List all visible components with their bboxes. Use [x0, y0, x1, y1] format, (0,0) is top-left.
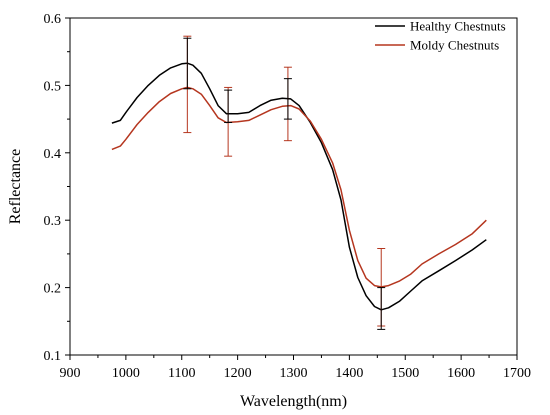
error-bar — [283, 78, 292, 120]
x-tick-label: 1300 — [280, 366, 308, 381]
y-axis-title: Reflectance — [7, 149, 24, 225]
y-tick-label: 0.3 — [44, 214, 62, 229]
legend-label-moldy: Moldy Chestnuts — [410, 38, 499, 53]
error-bar — [183, 37, 192, 90]
plot-frame — [69, 17, 518, 356]
x-tick-label: 1000 — [112, 366, 140, 381]
y-tick-label: 0.1 — [44, 349, 62, 364]
x-tick-label: 1200 — [224, 366, 252, 381]
y-tick-label: 0.5 — [44, 79, 62, 94]
legend-label-healthy: Healthy Chestnuts — [410, 19, 506, 34]
series-line-moldy — [111, 86, 487, 288]
plot-area: 900 1000 1100 1200 1300 1400 1500 1600 1700 0.1 0.… — [44, 12, 532, 381]
x-tick-label: 1100 — [168, 366, 195, 381]
x-tick-label: 900 — [60, 366, 81, 381]
error-bar — [224, 89, 233, 123]
error-bar — [377, 287, 386, 330]
axis-layer: 900 1000 1100 1200 1300 1400 1500 1600 1700 0.1 0.… — [44, 12, 532, 381]
y-tick-label: 0.2 — [44, 282, 62, 297]
x-axis-title: Wavelength(nm) — [240, 393, 347, 410]
y-tick-label: 0.6 — [44, 12, 62, 27]
x-tick-label: 1400 — [335, 366, 363, 381]
y-tick-label: 0.4 — [44, 147, 62, 162]
x-tick-label: 1600 — [447, 366, 475, 381]
series-line-healthy — [111, 62, 487, 311]
x-tick-label: 1700 — [503, 366, 531, 381]
errorbar-layer — [183, 35, 386, 330]
series-layer — [111, 62, 487, 311]
x-tick-label: 1500 — [391, 366, 419, 381]
legend: Healthy Chestnuts Moldy Chestnuts — [375, 19, 506, 53]
